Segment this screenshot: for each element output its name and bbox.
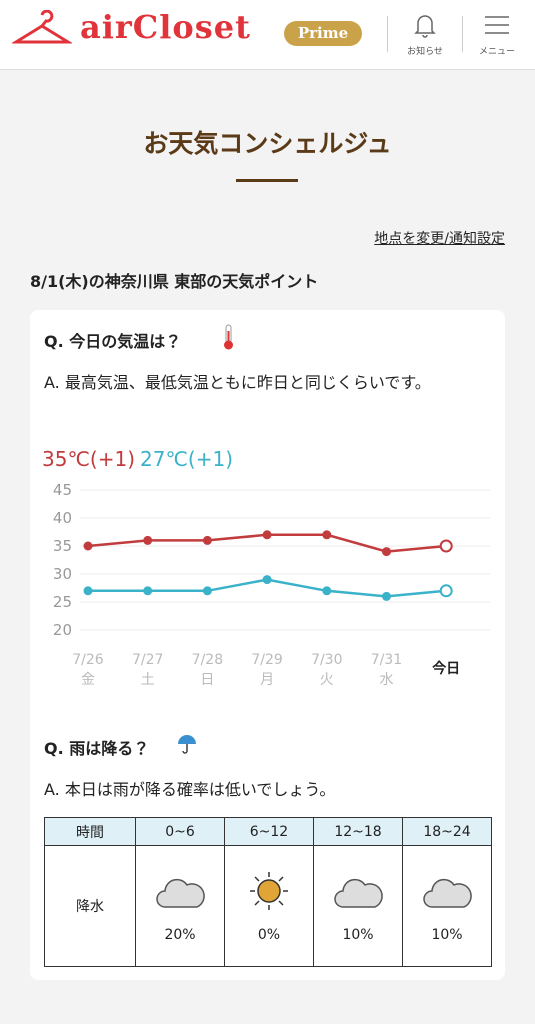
settings-link[interactable]: 地点を変更/通知設定 <box>374 231 505 247</box>
data-point <box>382 547 391 557</box>
rain-cell: 0% <box>224 845 314 967</box>
x-tick-label: 7/30 火 <box>311 652 342 688</box>
data-point <box>322 586 332 596</box>
precipitation: 10% <box>342 927 374 943</box>
data-point <box>262 575 272 585</box>
x-tick-label: 今日 <box>432 660 460 677</box>
data-point <box>202 535 212 545</box>
row-label: 降水 <box>44 845 136 967</box>
y-tick-label: 25 <box>53 593 72 611</box>
temperature-chart: 20 25 30 35 40 45 7/26 金 7/27 土 7/28 日 7/29 月 7/30 火 7/3… <box>53 481 490 688</box>
y-tick-label: 35 <box>53 537 72 555</box>
title-underline <box>236 179 298 182</box>
x-tick-label: 7/28 日 <box>192 652 223 688</box>
y-tick-label: 40 <box>53 509 72 527</box>
menu-label[interactable]: メニュー <box>478 47 515 57</box>
divider <box>387 16 388 52</box>
high-temperature: 35℃(+1) <box>42 447 135 471</box>
divider <box>462 16 463 52</box>
low-temperature: 27℃(+1) <box>140 447 233 471</box>
table-header: 12~18 <box>313 817 403 846</box>
table-header: 18~24 <box>402 817 492 846</box>
data-point <box>83 586 93 596</box>
header: airCloset Prime お知らせ メニュー <box>0 0 535 70</box>
logo[interactable]: airCloset <box>80 8 251 46</box>
menu-icon[interactable] <box>484 14 510 36</box>
data-point <box>262 530 272 540</box>
rain-table: 時間 0~6 6~12 12~18 18~24 降水 20% 0% 10% 10… <box>44 817 492 967</box>
table-header: 時間 <box>44 817 136 846</box>
x-tick-label: 7/31 水 <box>371 652 402 688</box>
x-tick-label: 7/27 土 <box>132 652 163 688</box>
data-point <box>143 535 153 545</box>
table-header: 6~12 <box>224 817 314 846</box>
rain-answer: A. 本日は雨が降る確率は低いでしょう。 <box>44 780 336 799</box>
y-tick-label: 45 <box>53 481 72 499</box>
data-point <box>439 584 453 598</box>
temperature-answer: A. 最高気温、最低気温ともに昨日と同じくらいです。 <box>44 373 431 392</box>
cloud-icon <box>156 878 205 908</box>
cloud-icon <box>423 878 472 908</box>
thermometer-icon <box>224 324 233 350</box>
rain-question: Q. 雨は降る？ <box>44 739 150 758</box>
data-point <box>322 530 332 540</box>
precipitation: 20% <box>164 927 196 943</box>
y-tick-label: 30 <box>53 565 72 583</box>
data-point <box>143 586 153 596</box>
y-tick-label: 20 <box>53 621 72 639</box>
prime-badge: Prime <box>284 21 362 46</box>
section-heading: 8/1(木)の神奈川県 東部の天気ポイント <box>30 272 319 291</box>
sun-icon <box>250 872 288 910</box>
rain-cell: 10% <box>313 845 403 967</box>
rain-cell: 10% <box>402 845 492 967</box>
logo-hanger <box>12 10 72 44</box>
table-header: 0~6 <box>135 817 225 846</box>
x-tick-label: 7/26 金 <box>72 652 104 688</box>
data-point <box>439 539 453 553</box>
data-point <box>83 541 93 551</box>
notifications-label[interactable]: お知らせ <box>407 47 443 57</box>
precipitation: 10% <box>431 927 463 943</box>
umbrella-icon <box>178 735 196 754</box>
temperature-question: Q. 今日の気温は？ <box>44 332 182 351</box>
precipitation: 0% <box>257 927 281 943</box>
data-point <box>382 591 391 601</box>
rain-cell: 20% <box>135 845 225 967</box>
bell-icon[interactable] <box>413 12 437 38</box>
x-tick-label: 7/29 月 <box>251 652 282 688</box>
cloud-icon <box>334 878 383 908</box>
page-title: お天気コンシェルジュ <box>143 129 392 158</box>
data-point <box>202 586 212 596</box>
